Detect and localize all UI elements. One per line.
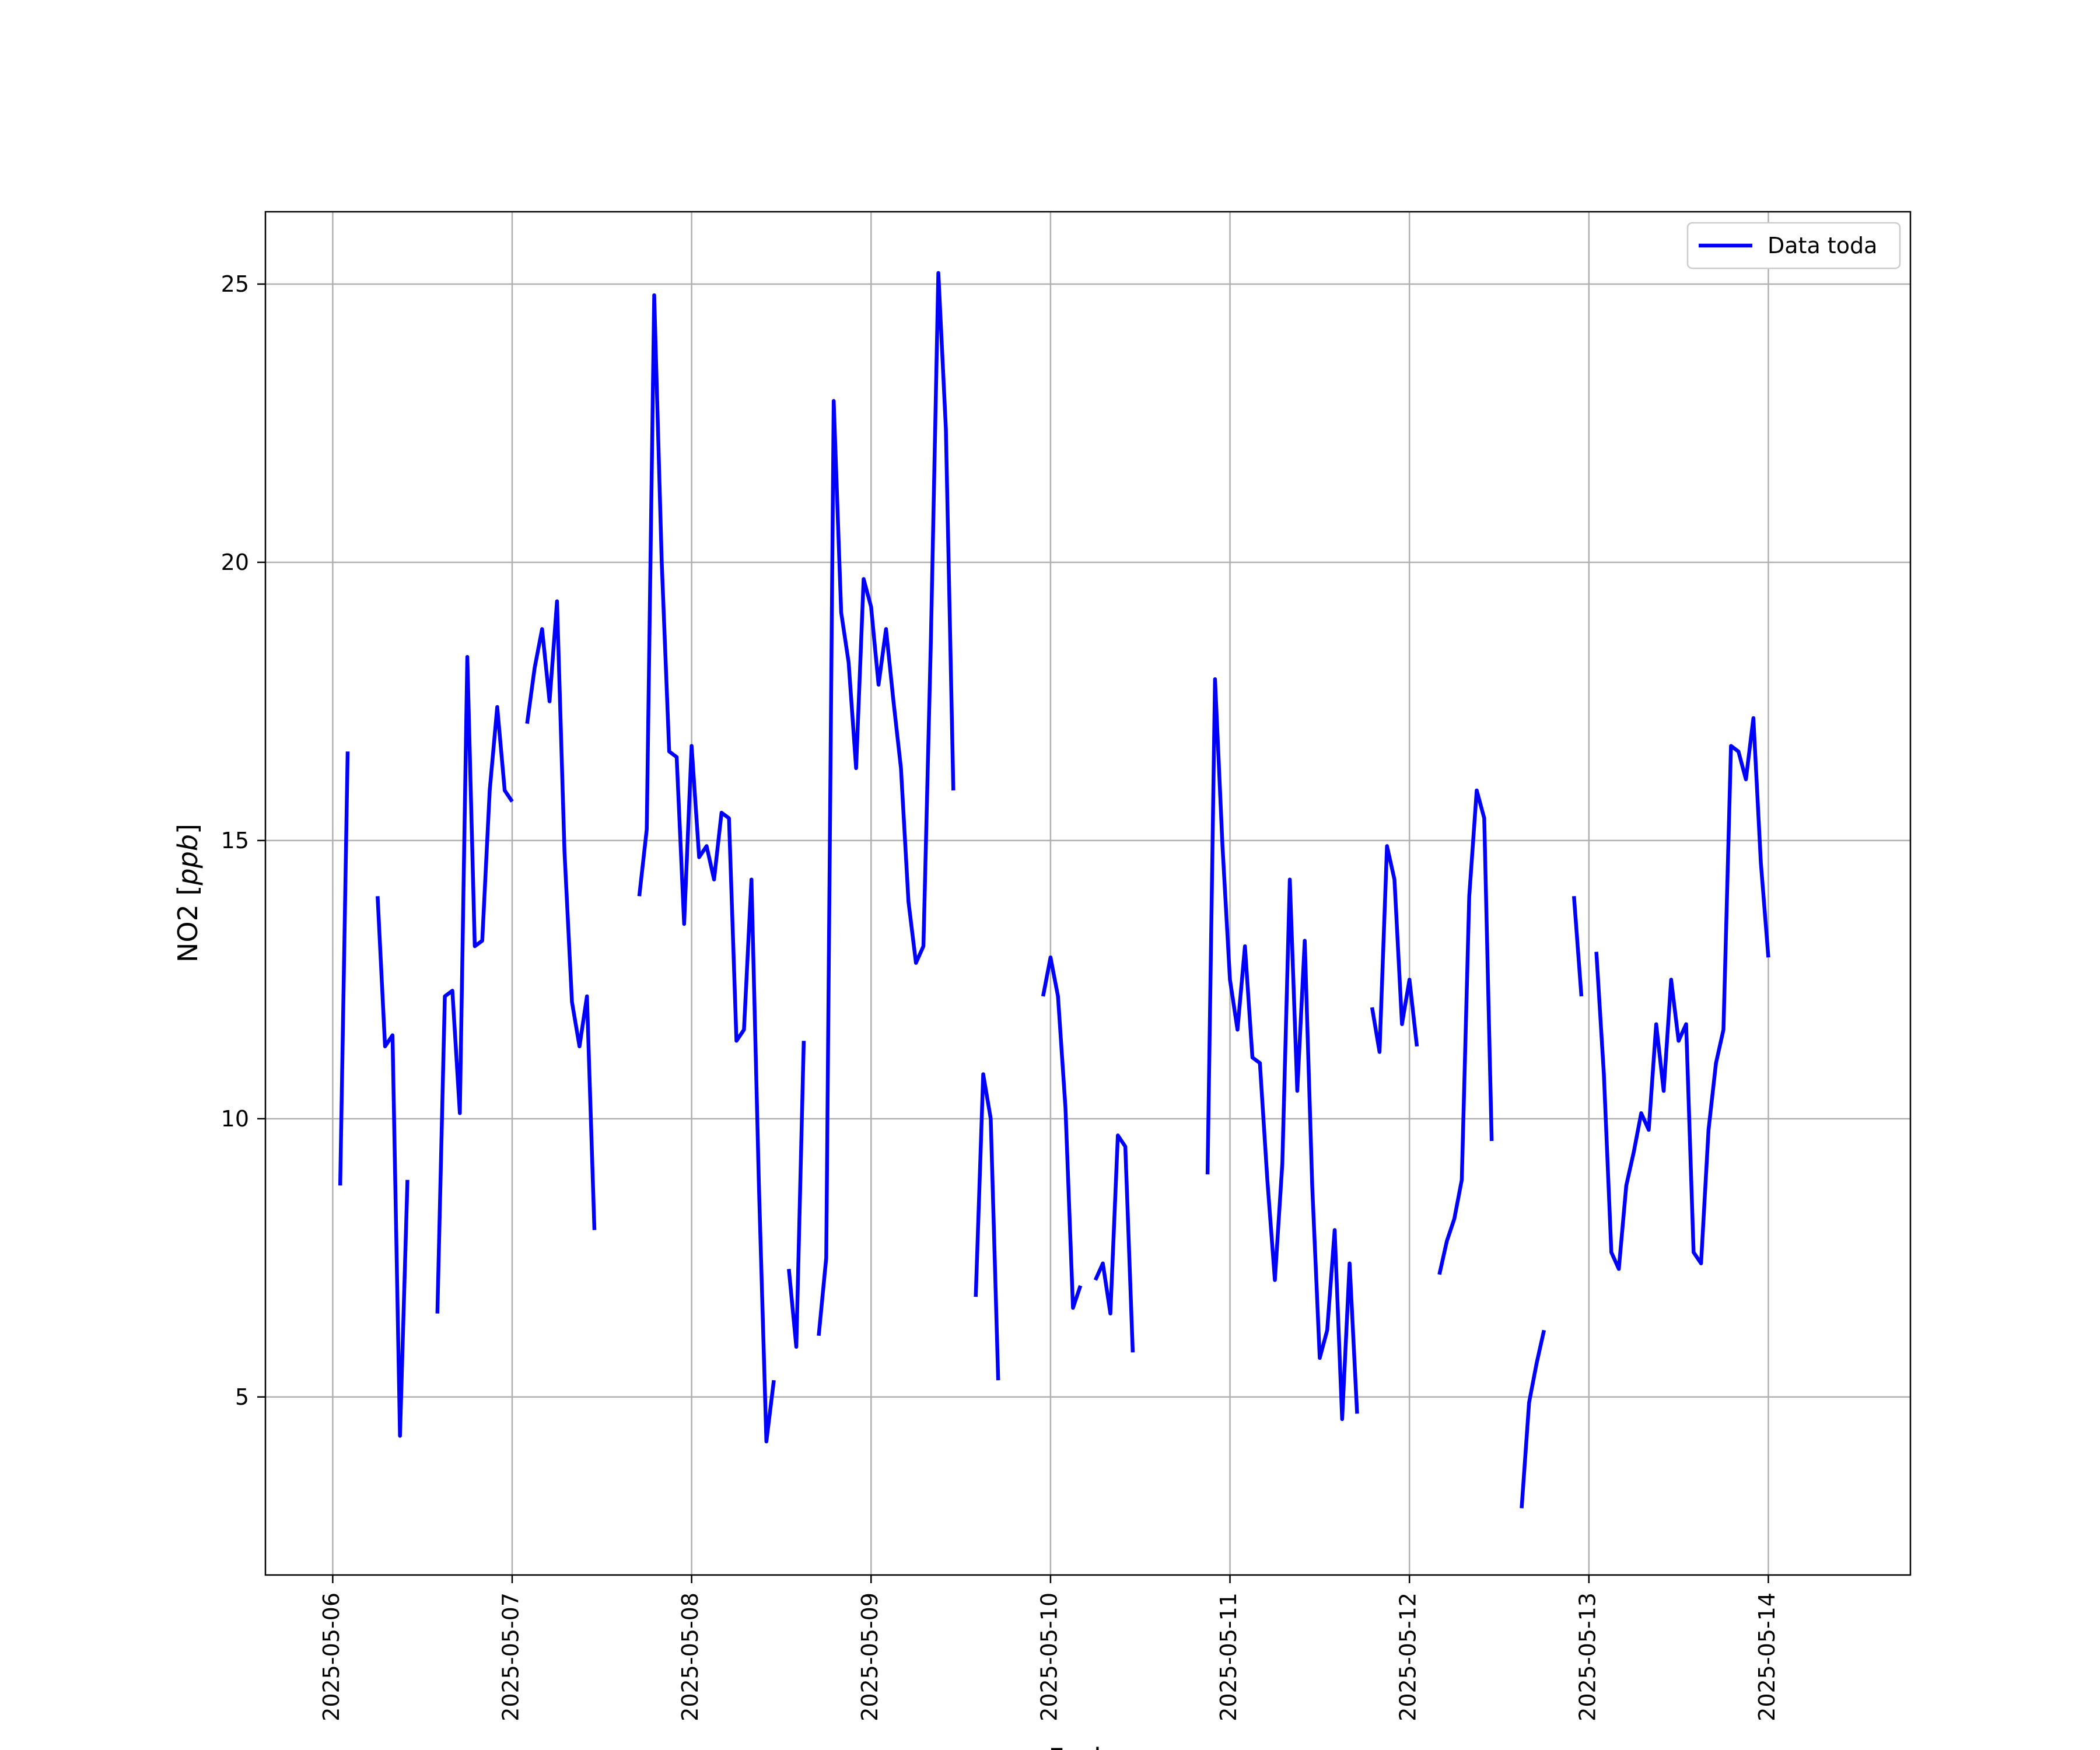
x-tick-label: 2025-05-08 xyxy=(677,1592,703,1721)
x-tick-label: 2025-05-06 xyxy=(318,1592,344,1721)
plot-area xyxy=(265,212,1910,1575)
series-line-segment xyxy=(1572,896,1584,997)
x-tick-label: 2025-05-13 xyxy=(1574,1592,1600,1721)
axis-ticks: 5 10 15 20 25 2025-05-06 2025-05-07 2025-05-08 2… xyxy=(221,271,1780,1721)
plot-frame xyxy=(264,211,1912,1576)
legend-label-data-toda: Data toda xyxy=(1768,233,1877,258)
y-tick-label: 20 xyxy=(221,550,249,575)
x-tick-label: 2025-05-10 xyxy=(1036,1592,1062,1721)
series-line-segment xyxy=(1041,955,1083,1310)
series-line-segment xyxy=(338,751,350,1186)
x-tick-label: 2025-05-14 xyxy=(1754,1592,1780,1721)
x-tick-label: 2025-05-11 xyxy=(1216,1592,1241,1721)
legend-box xyxy=(1686,222,1901,270)
y-tick-label: 10 xyxy=(221,1106,249,1132)
series-line-segment xyxy=(974,1072,1000,1381)
x-axis-label: Fecha xyxy=(1049,1742,1128,1750)
y-tick-label: 25 xyxy=(221,271,249,297)
series-line-segment xyxy=(1437,788,1494,1275)
series-line-segment xyxy=(1520,1329,1546,1508)
series-line-segment xyxy=(1594,716,1770,1271)
y-tick-label: 15 xyxy=(221,828,249,853)
grid-lines xyxy=(265,212,1910,1575)
y-tick-label: 5 xyxy=(235,1384,249,1410)
legend: Data toda xyxy=(1686,222,1901,270)
x-tick-label: 2025-05-07 xyxy=(498,1592,524,1721)
x-tick-label: 2025-05-12 xyxy=(1395,1592,1421,1721)
series-line-segment xyxy=(525,599,597,1230)
series-data-toda xyxy=(338,271,1770,1508)
series-line-segment xyxy=(1093,1133,1135,1353)
x-tick-label: 2025-05-09 xyxy=(857,1592,883,1721)
y-axis-label: NO2 [ppb] xyxy=(172,824,204,963)
